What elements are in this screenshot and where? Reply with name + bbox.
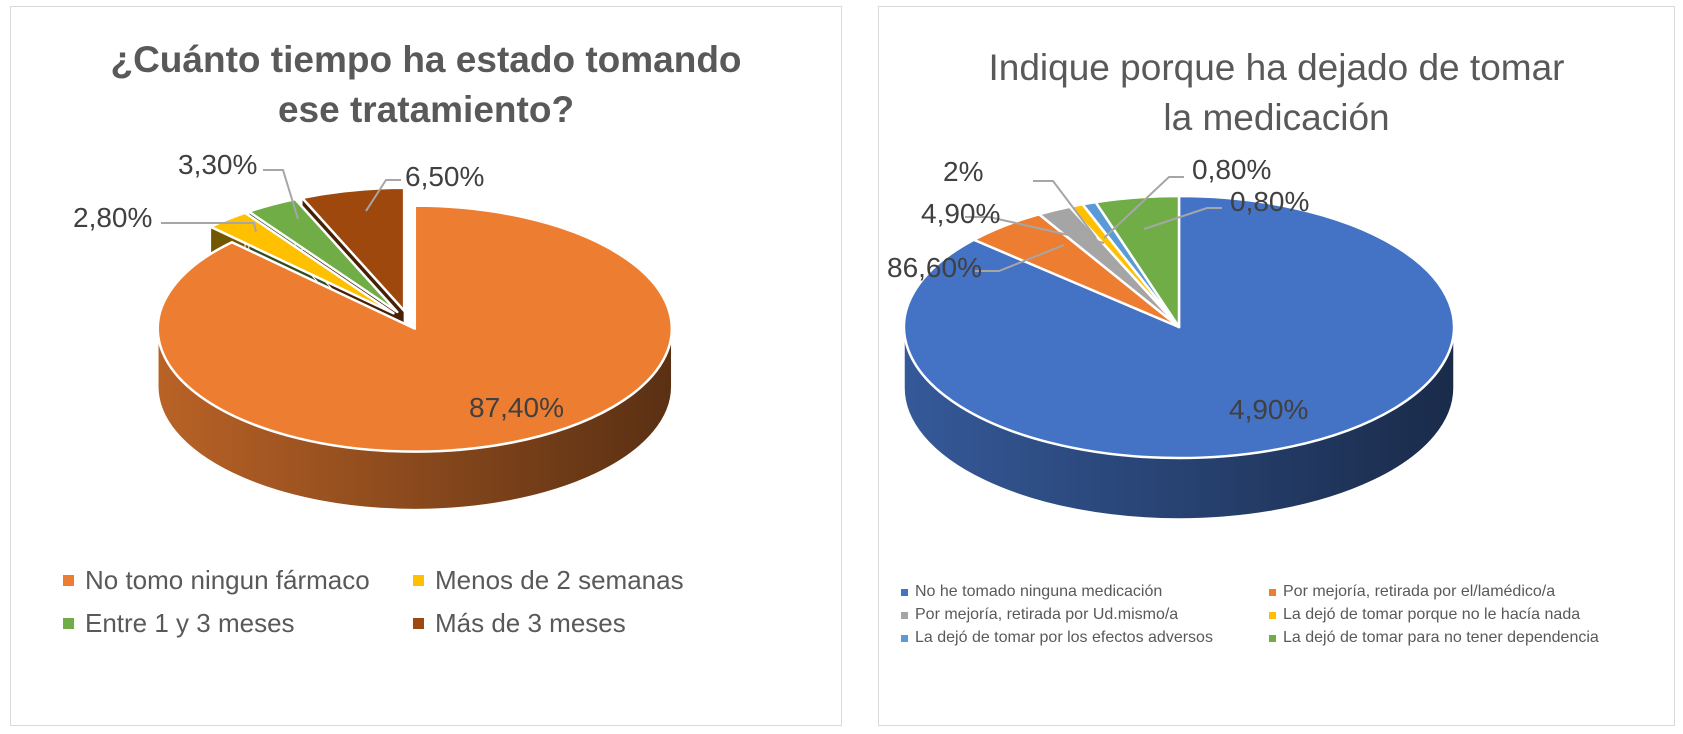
legend-item: La dejó de tomar por los efectos adverso… (901, 629, 1213, 647)
legend-label: Por mejoría, retirada por el/lamédico/a (1283, 583, 1556, 600)
pie-slice (209, 211, 395, 315)
chart-panel-right: Indique porque ha dejado de tomar la med… (878, 6, 1675, 726)
pie-slice (247, 197, 399, 314)
leader-line (161, 222, 257, 233)
legend-swatch (413, 575, 424, 586)
legend-item: No he tomado ninguna medicación (901, 583, 1162, 601)
legend-label: Entre 1 y 3 meses (85, 608, 295, 638)
data-label: 6,50% (405, 161, 484, 192)
chart-title: ¿Cuánto tiempo ha estado tomando ese tra… (11, 35, 841, 135)
data-label: 87,40% (469, 392, 564, 423)
legend-swatch (63, 575, 74, 586)
legend-swatch (1269, 611, 1276, 619)
pie-slice (156, 204, 673, 453)
leader-line (1143, 207, 1222, 230)
legend-item: No tomo ningun fármaco (63, 565, 370, 596)
legend-label: La dejó de tomar porque no le hacía nada (1283, 606, 1581, 623)
data-label: 0,80% (1230, 186, 1309, 217)
legend-swatch (1269, 588, 1276, 596)
legend-item: La dejó de tomar para no tener dependenc… (1269, 629, 1599, 647)
leader-line (263, 169, 299, 220)
legend-swatch (901, 588, 908, 596)
chart-title-line: ¿Cuánto tiempo ha estado tomando (110, 39, 742, 80)
data-label: 4,90% (921, 198, 1000, 229)
data-label: 2,80% (73, 202, 152, 233)
legend-swatch (413, 618, 424, 629)
legend-item: Por mejoría, retirada por Ud.mismo/a (901, 606, 1178, 624)
pie-slice (300, 186, 406, 313)
pie-chart-left: 87,40% 2,80% 3,30% 6,50% (73, 149, 673, 511)
legend-item: Menos de 2 semanas (413, 565, 684, 596)
chart-title-line: ese tratamiento? (277, 89, 575, 130)
legend-swatch (901, 611, 908, 619)
legend-swatch (1269, 634, 1276, 642)
leader-line (975, 244, 1065, 272)
legend-swatch (901, 634, 908, 642)
data-label: 0,80% (1192, 154, 1271, 185)
legend-label: Menos de 2 semanas (435, 565, 684, 595)
legend-item: Entre 1 y 3 meses (63, 608, 295, 639)
data-labels: 87,40% 2,80% 3,30% 6,50% (73, 149, 564, 423)
legend-item: Más de 3 meses (413, 608, 626, 639)
legend-label: No he tomado ninguna medicación (915, 583, 1163, 600)
legend-label: La dejó de tomar por los efectos adverso… (915, 629, 1213, 646)
legend-label: No tomo ningun fármaco (85, 565, 370, 595)
data-label: 86,60% (887, 252, 982, 283)
data-labels: 86,60% 4,90% 2% 0,80%0,80% 4,90% (887, 154, 1309, 425)
leader-line (1103, 176, 1184, 239)
legend-item: Por mejoría, retirada por el/lamédico/a (1269, 583, 1555, 601)
pie-slice (1094, 194, 1181, 329)
legend-label: Por mejoría, retirada por Ud.mismo/a (915, 606, 1179, 623)
legend-label: La dejó de tomar para no tener dependenc… (1283, 629, 1599, 646)
data-label: 2% (943, 156, 983, 187)
data-label: 3,30% (178, 149, 257, 180)
pie-top-faces (156, 186, 673, 453)
leader-line (965, 216, 1105, 244)
pie-chart-right: 86,60% 4,90% 2% 0,80%0,80% 4,90% (887, 154, 1456, 520)
pie-top-faces (902, 194, 1456, 460)
chart-title-line: la medicación (1163, 97, 1390, 138)
data-label: 4,90% (1229, 394, 1308, 425)
leader-line (365, 179, 401, 212)
chart-title-line: Indique porque ha dejado de tomar (988, 47, 1565, 88)
legend-item: La dejó de tomar porque no le hacía nada (1269, 606, 1580, 624)
chart-title: Indique porque ha dejado de tomar la med… (879, 43, 1674, 143)
legend-swatch (63, 618, 74, 629)
legend-label: Más de 3 meses (435, 608, 626, 638)
leader-line (1033, 180, 1097, 239)
chart-panel-left: ¿Cuánto tiempo ha estado tomando ese tra… (10, 6, 842, 726)
